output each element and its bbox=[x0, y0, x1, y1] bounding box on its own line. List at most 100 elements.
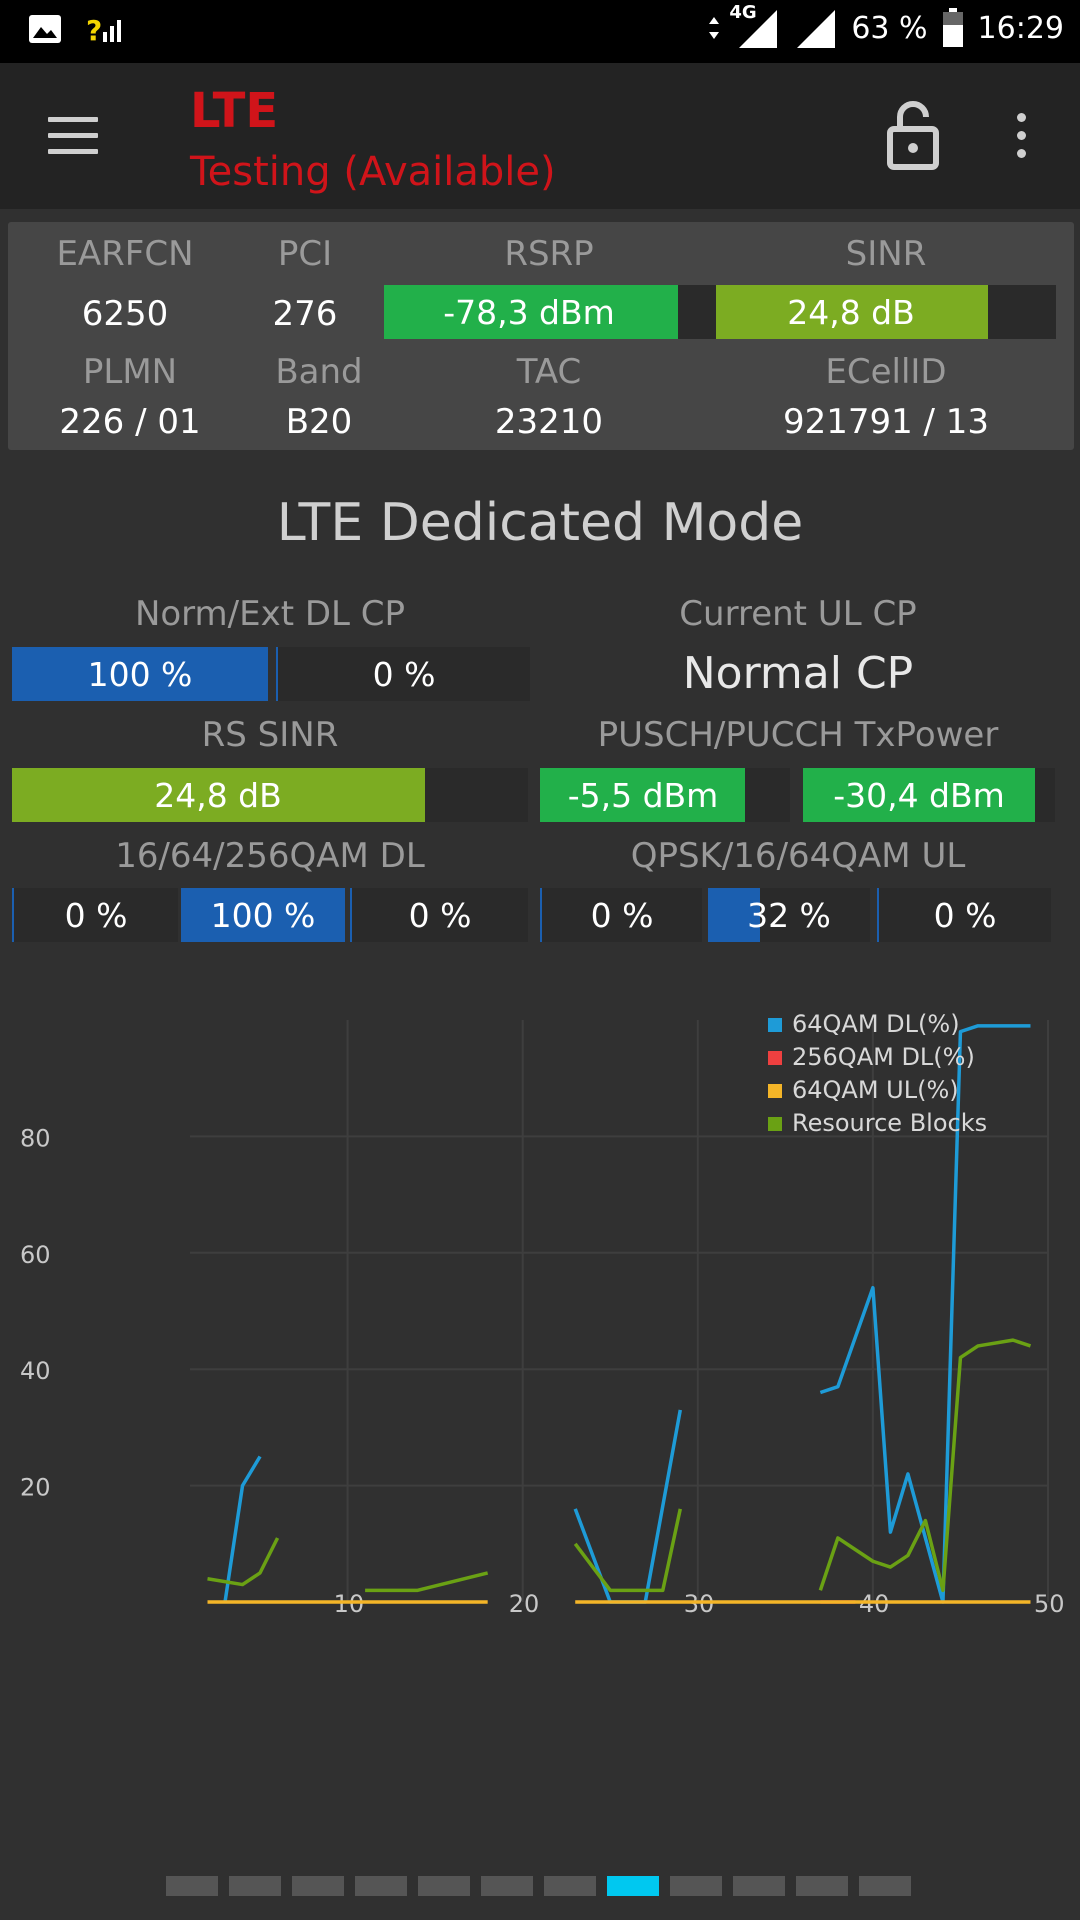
x-tick-label: 50 bbox=[1034, 1590, 1065, 1618]
qam-ul-qpsk-value: 0 % bbox=[590, 895, 654, 935]
page-dot[interactable] bbox=[418, 1876, 470, 1896]
page-dot[interactable] bbox=[166, 1876, 218, 1896]
pucch-fill bbox=[803, 768, 1035, 822]
qam-ul-16-bar: 32 % bbox=[708, 888, 870, 942]
lte-signal-icon: 4G bbox=[729, 2, 779, 50]
sinr-bar-fill bbox=[716, 285, 988, 339]
page-dot[interactable] bbox=[292, 1876, 344, 1896]
pci-label: PCI bbox=[277, 234, 333, 274]
y-tick-label: 80 bbox=[20, 1124, 51, 1152]
pusch-value: -5,5 dBm bbox=[567, 775, 719, 815]
section-title: LTE Dedicated Mode bbox=[276, 493, 804, 553]
legend-swatch bbox=[768, 1084, 782, 1098]
page-dot[interactable] bbox=[859, 1876, 911, 1896]
rsrp-value: -78,3 dBm bbox=[443, 292, 615, 332]
qam-dl-label: 16/64/256QAM DL bbox=[115, 836, 425, 876]
network-type: 4G bbox=[729, 2, 757, 23]
ul-cp-label: Current UL CP bbox=[679, 594, 917, 634]
unlock-icon[interactable] bbox=[886, 99, 940, 171]
qam-dl-256-value: 0 % bbox=[408, 895, 472, 935]
legend-label: 256QAM DL(%) bbox=[792, 1043, 975, 1071]
qam-ul-64-bar: 0 % bbox=[877, 888, 1051, 942]
y-tick-label: 60 bbox=[20, 1241, 51, 1269]
page-dot[interactable] bbox=[733, 1876, 785, 1896]
qam-ul-16-fill bbox=[708, 888, 760, 942]
dl-cp-label: Norm/Ext DL CP bbox=[134, 594, 406, 634]
page-subtitle: Testing (Available) bbox=[190, 149, 556, 195]
series-line bbox=[365, 1571, 489, 1593]
plmn-value: 226 / 01 bbox=[59, 402, 201, 442]
battery-icon bbox=[942, 8, 963, 47]
page-dot-active[interactable] bbox=[607, 1876, 659, 1896]
txpower-label: PUSCH/PUCCH TxPower bbox=[597, 715, 999, 755]
page-title: LTE bbox=[190, 83, 279, 139]
data-activity-icon bbox=[709, 17, 720, 39]
rsrp-bar-fill bbox=[384, 285, 678, 339]
signal-unknown-icon: ? bbox=[86, 14, 121, 46]
qam-dl-64-fill bbox=[181, 888, 345, 942]
earfcn-label: EARFCN bbox=[56, 234, 194, 274]
x-tick-label: 30 bbox=[684, 1590, 715, 1618]
y-tick-label: 40 bbox=[20, 1357, 51, 1385]
battery-percent: 63 % bbox=[851, 10, 928, 46]
dl-cp-extended-value: 0 % bbox=[372, 654, 436, 694]
legend-label: 64QAM DL(%) bbox=[792, 1010, 960, 1038]
series-line bbox=[573, 1409, 683, 1604]
qam-dl-256-bar: 0 % bbox=[350, 888, 528, 942]
series-line bbox=[819, 1024, 1031, 1604]
page-dot[interactable] bbox=[355, 1876, 407, 1896]
rs-sinr-value: 24,8 dB bbox=[154, 775, 282, 815]
band-label: Band bbox=[275, 352, 363, 392]
dl-cp-extended-bar: 0 % bbox=[276, 647, 530, 701]
svg-text:?: ? bbox=[86, 14, 102, 46]
legend-label: Resource Blocks bbox=[792, 1109, 987, 1137]
sinr-label: SINR bbox=[845, 234, 927, 274]
app-toolbar: LTE Testing (Available) bbox=[0, 63, 1080, 209]
ecellid-value: 921791 / 13 bbox=[782, 402, 990, 442]
legend-swatch bbox=[768, 1018, 782, 1032]
pucch-value: -30,4 dBm bbox=[833, 775, 1005, 815]
rs-sinr-fill bbox=[12, 768, 425, 822]
legend-swatch bbox=[768, 1117, 782, 1131]
band-value: B20 bbox=[285, 402, 353, 442]
earfcn-value: 6250 bbox=[81, 294, 169, 334]
rsrp-bar: -78,3 dBm bbox=[384, 285, 718, 339]
clock: 16:29 bbox=[977, 10, 1064, 46]
pusch-bar: -5,5 dBm bbox=[540, 768, 790, 822]
qam-ul-64-value: 0 % bbox=[933, 895, 997, 935]
rsrp-label: RSRP bbox=[504, 234, 594, 274]
qam-dl-16-bar: 0 % bbox=[12, 888, 178, 942]
series-line bbox=[223, 1455, 262, 1603]
x-tick-label: 20 bbox=[509, 1590, 540, 1618]
more-options-icon[interactable] bbox=[1006, 113, 1036, 163]
legend-swatch bbox=[768, 1051, 782, 1065]
dl-cp-normal-value: 100 % bbox=[87, 654, 193, 694]
qam-ul-16-value: 32 % bbox=[747, 895, 831, 935]
rs-sinr-bar: 24,8 dB bbox=[12, 768, 528, 822]
series-line bbox=[573, 1508, 682, 1593]
qam-dl-16-value: 0 % bbox=[64, 895, 128, 935]
dl-cp-normal-fill bbox=[12, 647, 268, 701]
page-indicator bbox=[166, 1876, 911, 1896]
x-tick-label: 40 bbox=[859, 1590, 890, 1618]
page-dot[interactable] bbox=[544, 1876, 596, 1896]
page-dot[interactable] bbox=[229, 1876, 281, 1896]
image-icon bbox=[29, 15, 61, 43]
ecellid-label: ECellID bbox=[825, 352, 947, 392]
sinr-value: 24,8 dB bbox=[787, 292, 915, 332]
qam-dl-64-bar: 100 % bbox=[181, 888, 345, 942]
series-line bbox=[207, 1537, 280, 1587]
page-dot[interactable] bbox=[796, 1876, 848, 1896]
page-dot[interactable] bbox=[670, 1876, 722, 1896]
pusch-fill bbox=[540, 768, 745, 822]
status-bar: ? 4G 63 % 16:29 bbox=[0, 0, 1080, 63]
ul-cp-value: Normal CP bbox=[682, 648, 914, 699]
sinr-bar: 24,8 dB bbox=[716, 285, 1056, 339]
qam-ul-qpsk-bar: 0 % bbox=[540, 888, 702, 942]
series-line bbox=[818, 1338, 1032, 1593]
menu-icon[interactable] bbox=[48, 117, 98, 155]
rs-sinr-label: RS SINR bbox=[201, 715, 339, 755]
page-dot[interactable] bbox=[481, 1876, 533, 1896]
signal-icon bbox=[797, 10, 836, 48]
pci-value: 276 bbox=[272, 294, 338, 334]
